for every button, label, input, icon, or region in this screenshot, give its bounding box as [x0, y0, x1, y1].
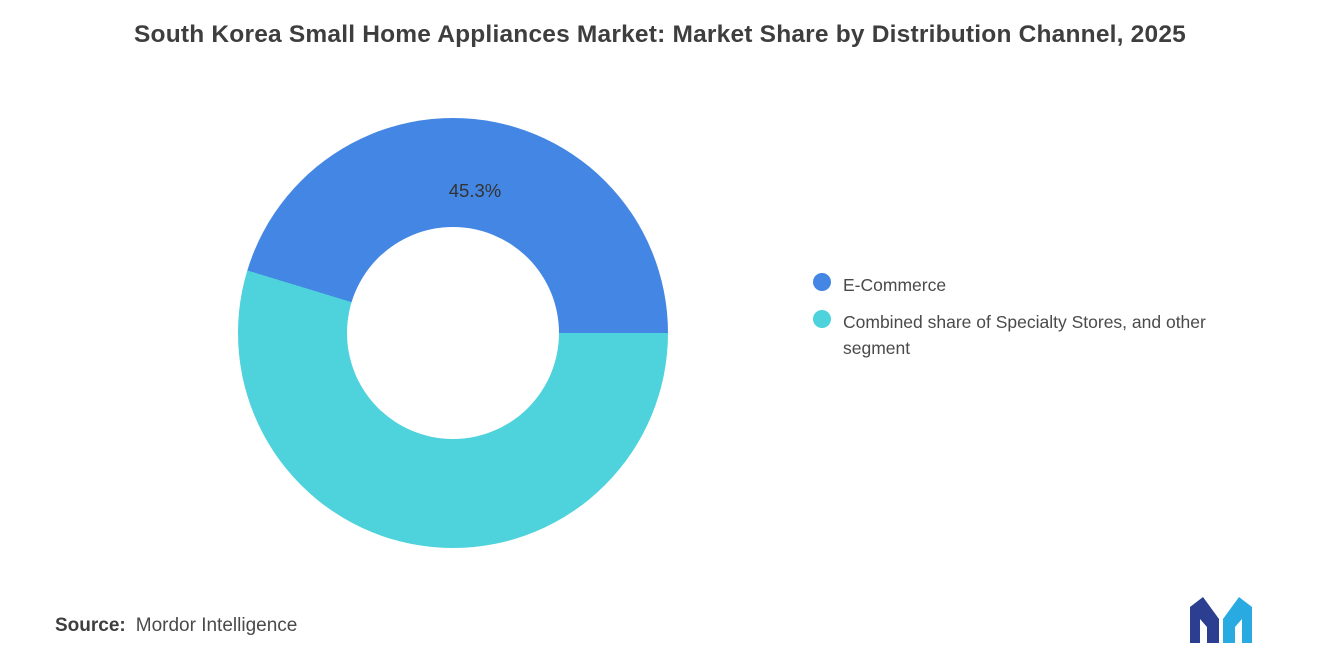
- legend-item-specialty-stores: Combined share of Specialty Stores, and …: [813, 309, 1263, 361]
- logo-left-shape: [1190, 597, 1219, 643]
- source-text: Mordor Intelligence: [135, 615, 298, 636]
- legend-swatch: [813, 310, 831, 328]
- source-line: Source: Mordor Intelligence: [55, 615, 297, 637]
- legend-swatch: [813, 273, 831, 291]
- slice-data-label: 45.3%: [448, 180, 502, 201]
- legend-item-ecommerce: E-Commerce: [813, 272, 1263, 298]
- legend-label: Combined share of Specialty Stores, and …: [843, 312, 1206, 358]
- donut-chart: 45.3%: [238, 118, 668, 548]
- legend-label: E-Commerce: [843, 275, 947, 295]
- source-prefix: Source:: [55, 615, 126, 636]
- logo-right-shape: [1223, 597, 1252, 643]
- chart-legend: E-Commerce Combined share of Specialty S…: [813, 272, 1263, 361]
- donut-hole: [347, 227, 559, 439]
- mordor-intelligence-logo: [1190, 597, 1252, 643]
- chart-title: South Korea Small Home Appliances Market…: [134, 21, 1186, 48]
